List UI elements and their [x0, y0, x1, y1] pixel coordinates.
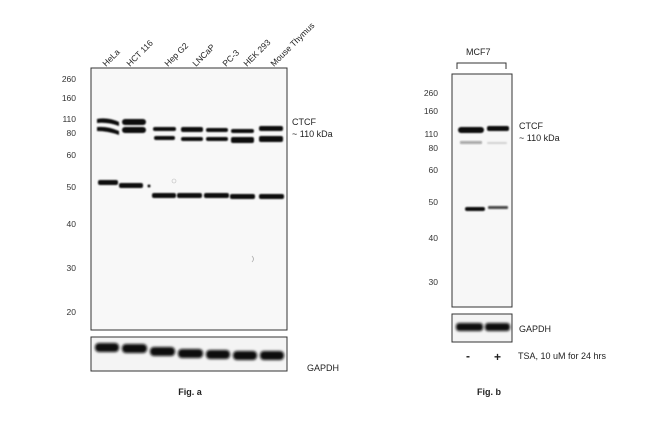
lane-label-lncap: LNCaP: [190, 42, 217, 69]
band: [233, 351, 257, 360]
band: [119, 183, 143, 188]
band: [97, 126, 119, 135]
band: [456, 323, 483, 331]
fig-a-panel: HeLa HCT 116 Hep G2 LNCaP PC-3 HEK 293 M…: [62, 20, 339, 397]
mw-marker-260: 260: [424, 88, 438, 98]
lane-label-pc3: PC-3: [220, 47, 241, 68]
fig-b-treatment-plus: +: [494, 350, 501, 364]
fig-a-target-label: CTCF: [292, 117, 316, 127]
band: [231, 129, 254, 133]
fig-a-loading-label: GAPDH: [307, 363, 339, 373]
band: [487, 126, 509, 131]
band: [181, 127, 203, 132]
band: [485, 323, 510, 331]
mw-marker-110: 110: [62, 114, 76, 124]
band: [206, 137, 228, 141]
band: [97, 118, 119, 126]
fig-b-loading-label: GAPDH: [519, 324, 551, 334]
fig-a-gapdh-bands: [95, 343, 284, 360]
mw-marker-260: 260: [62, 74, 76, 84]
band: [458, 127, 484, 133]
fig-a-caption: Fig. a: [178, 387, 202, 397]
mw-marker-50: 50: [67, 182, 77, 192]
speck: [251, 255, 254, 263]
band: [488, 206, 508, 209]
lane-label-mouse-thymus: Mouse Thymus: [268, 20, 316, 68]
fig-b-target-size: ~ 110 kDa: [519, 133, 560, 143]
band: [122, 344, 147, 353]
lane-label-hepg2: Hep G2: [162, 40, 190, 68]
mw-marker-50: 50: [429, 197, 439, 207]
band: [460, 141, 482, 144]
fig-b-bands: [458, 126, 509, 211]
lane-label-hct116: HCT 116: [124, 38, 155, 69]
fig-a-blot-membrane: [90, 67, 288, 331]
fig-a-target-size: ~ 110 kDa: [292, 129, 333, 139]
mw-marker-160: 160: [62, 93, 76, 103]
band: [259, 136, 283, 142]
mw-marker-30: 30: [429, 277, 439, 287]
fig-a-ctcf-bands: [97, 118, 283, 143]
band: [153, 127, 176, 131]
fig-b-treatment-label: TSA, 10 uM for 24 hrs: [518, 351, 607, 361]
band: [177, 193, 202, 198]
speck: [171, 178, 177, 184]
band: [231, 137, 254, 143]
fig-b-group-label: MCF7: [466, 47, 491, 57]
fig-b-caption: Fig. b: [477, 387, 501, 397]
band: [178, 349, 203, 358]
band: [152, 193, 176, 198]
band: [181, 137, 203, 141]
fig-b-treatment-minus: -: [466, 349, 470, 363]
band: [122, 127, 146, 133]
fig-b-target-label: CTCF: [519, 121, 543, 131]
band: [230, 194, 255, 199]
mw-marker-40: 40: [67, 219, 77, 229]
band: [98, 180, 118, 185]
lane-label-hela: HeLa: [100, 47, 122, 69]
mw-marker-80: 80: [67, 128, 77, 138]
fig-a-mw-markers: 260 160 110 80 60 50 40 30 20: [62, 74, 76, 317]
fig-b-group-bracket: [456, 62, 507, 69]
mw-marker-40: 40: [429, 233, 439, 243]
mw-marker-20: 20: [67, 307, 77, 317]
fig-a-lower-bands: [98, 180, 284, 199]
fig-b-mw-markers: 260 160 110 80 60 50 40 30: [424, 88, 438, 287]
fig-b-gapdh-bands: [456, 323, 510, 331]
fig-b-blot-membrane: [451, 73, 513, 308]
band: [259, 194, 284, 199]
mw-marker-160: 160: [424, 106, 438, 116]
band: [465, 207, 485, 211]
mw-marker-110: 110: [424, 129, 438, 139]
band: [487, 142, 507, 144]
mw-marker-30: 30: [67, 263, 77, 273]
band: [260, 351, 284, 360]
band: [154, 136, 175, 140]
fig-a-lane-labels: HeLa HCT 116 Hep G2 LNCaP PC-3 HEK 293 M…: [100, 20, 316, 68]
band: [206, 128, 228, 132]
band: [204, 193, 229, 198]
band-dot: [147, 184, 151, 188]
mw-marker-60: 60: [67, 150, 77, 160]
mw-marker-60: 60: [429, 165, 439, 175]
band: [95, 343, 119, 352]
band: [150, 347, 175, 356]
lane-label-hek293: HEK 293: [241, 37, 272, 68]
band: [122, 119, 146, 125]
fig-b-panel: MCF7 260 160 110 80 60 50 40 30 CTCF ~ 1…: [424, 47, 607, 397]
band: [206, 350, 230, 359]
mw-marker-80: 80: [429, 143, 439, 153]
band: [259, 126, 283, 131]
